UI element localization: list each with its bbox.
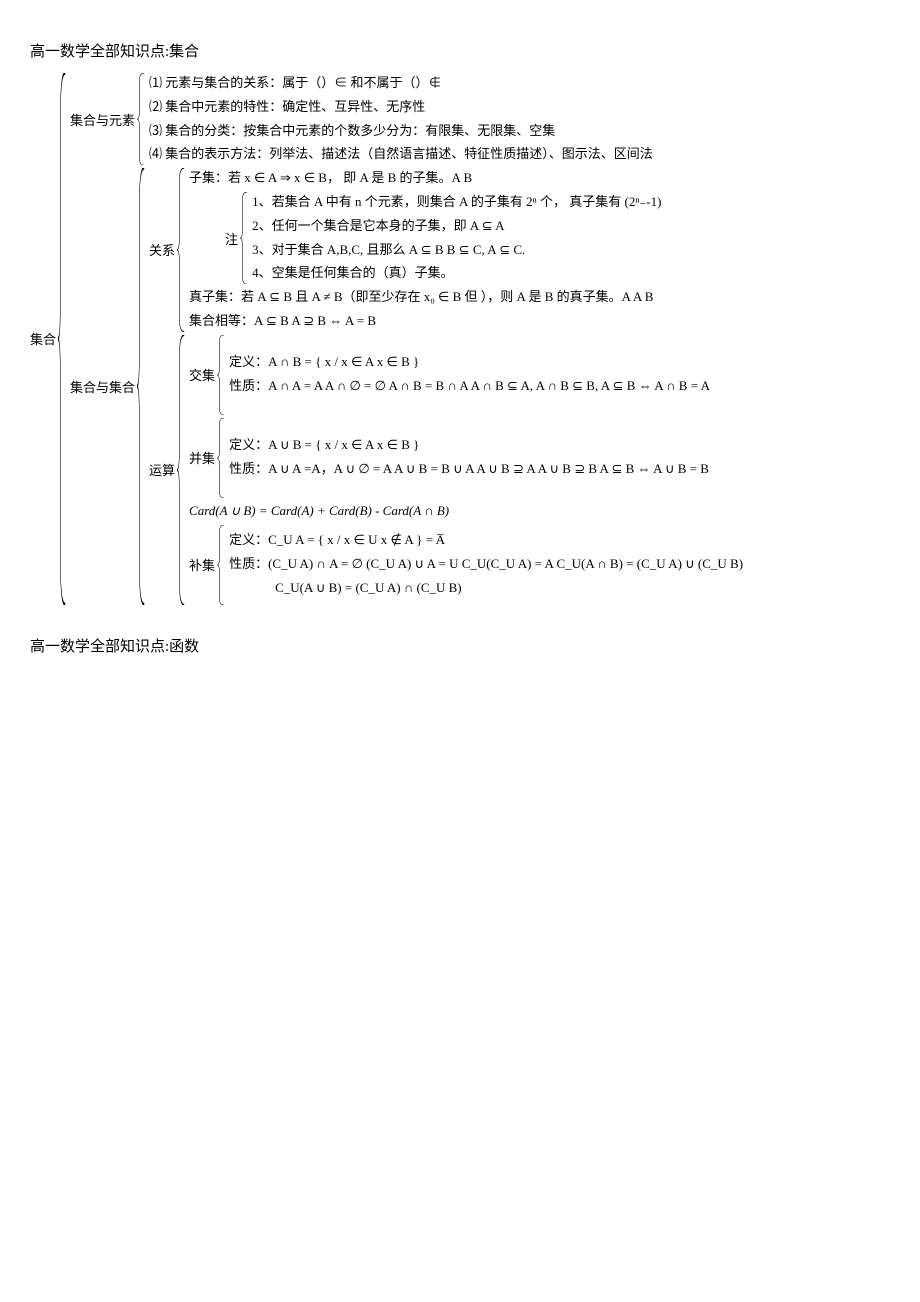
brace-icon — [217, 335, 225, 415]
elem-line-3: ⑶ 集合的分类：按集合中元素的个数多少分为：有限集、无限集、空集 — [149, 121, 653, 142]
union-label: 并集 — [189, 418, 217, 498]
setset-group: 集合与集合 关系 子集：若 x ∈ A ⇒ x ∈ B， 即 A 是 B 的子集… — [70, 168, 743, 604]
union-def: 定义：A ∪ B = { x / x ∈ A x ∈ B } — [229, 435, 709, 456]
intersection-label: 交集 — [189, 335, 217, 415]
equal-line: 集合相等：A ⊆ B A ⊇ B ⇔ A = B — [189, 311, 661, 332]
complement-label: 补集 — [189, 525, 217, 605]
relation-label: 关系 — [149, 168, 177, 332]
heading-sets: 高一数学全部知识点:集合 — [30, 40, 890, 61]
brace-icon — [217, 525, 225, 605]
elem-group: 集合与元素 ⑴ 元素与集合的关系：属于（）∈ 和不属于（）∉ ⑵ 集合中元素的特… — [70, 73, 743, 165]
note-line-2: 2、任何一个集合是它本身的子集，即 A ⊆ A — [252, 216, 661, 237]
intersection-def: 定义：A ∩ B = { x / x ∈ A x ∈ B } — [229, 352, 710, 373]
elem-line-1: ⑴ 元素与集合的关系：属于（）∈ 和不属于（）∉ — [149, 73, 653, 94]
complement-prop-2: C_U(A ∪ B) = (C_U A) ∩ (C_U B) — [229, 578, 743, 599]
note-line-4: 4、空集是任何集合的（真）子集。 — [252, 263, 661, 284]
note-group: 注 1、若集合 A 中有 n 个元素，则集合 A 的子集有 2ⁿ 个， 真子集有… — [189, 192, 661, 284]
union-prop: 性质：A ∪ A =A，A ∪ ∅ = A A ∪ B = B ∪ A A ∪ … — [229, 459, 709, 480]
setset-label: 集合与集合 — [70, 168, 137, 604]
brace-icon — [240, 192, 248, 284]
note-line-3: 3、对于集合 A,B,C, 且那么 A ⊆ B B ⊆ C, A ⊆ C. — [252, 240, 661, 261]
heading-functions: 高一数学全部知识点:函数 — [30, 635, 890, 656]
operation-label: 运算 — [149, 335, 177, 605]
union-group: 并集 定义：A ∪ B = { x / x ∈ A x ∈ B } 性质：A ∪… — [189, 418, 743, 498]
relation-group: 关系 子集：若 x ∈ A ⇒ x ∈ B， 即 A 是 B 的子集。A B 注 — [149, 168, 743, 332]
brace-icon — [137, 168, 145, 604]
complement-prop-1: 性质：(C_U A) ∩ A = ∅ (C_U A) ∪ A = U C_U(C… — [229, 554, 743, 575]
intersection-group: 交集 定义：A ∩ B = { x / x ∈ A x ∈ B } 性质：A ∩… — [189, 335, 743, 415]
subset-line: 子集：若 x ∈ A ⇒ x ∈ B， 即 A 是 B 的子集。A B — [189, 168, 661, 189]
operation-group: 运算 交集 定义：A ∩ B = { x / x ∈ A x ∈ — [149, 335, 743, 605]
complement-group: 补集 定义：C_U A = { x / x ∈ U x ∉ A } = A̅ 性… — [189, 525, 743, 605]
brace-icon — [177, 168, 185, 332]
elem-line-2: ⑵ 集合中元素的特性：确定性、互异性、无序性 — [149, 97, 653, 118]
intersection-prop: 性质：A ∩ A = A A ∩ ∅ = ∅ A ∩ B = B ∩ A A ∩… — [229, 376, 710, 397]
proper-subset-line: 真子集：若 A ⊆ B 且 A ≠ B（即至少存在 x₀ ∈ B 但 ），则 A… — [189, 287, 661, 308]
card-line: Card(A ∪ B) = Card(A) + Card(B) - Card(A… — [189, 501, 743, 522]
complement-def: 定义：C_U A = { x / x ∈ U x ∉ A } = A̅ — [229, 530, 743, 551]
brace-icon — [58, 73, 66, 605]
brace-icon — [137, 73, 145, 165]
note-label: 注 — [225, 192, 240, 284]
elem-line-4: ⑷ 集合的表示方法：列举法、描述法（自然语言描述、特征性质描述）、图示法、区间法 — [149, 144, 653, 165]
brace-icon — [177, 335, 185, 605]
root-group: 集合 集合与元素 ⑴ 元素与集合的关系：属于（）∈ 和不属于（）∉ ⑵ 集合中元… — [30, 73, 890, 605]
note-line-1: 1、若集合 A 中有 n 个元素，则集合 A 的子集有 2ⁿ 个， 真子集有 (… — [252, 192, 661, 213]
elem-label: 集合与元素 — [70, 73, 137, 165]
brace-icon — [217, 418, 225, 498]
root-label: 集合 — [30, 73, 58, 605]
